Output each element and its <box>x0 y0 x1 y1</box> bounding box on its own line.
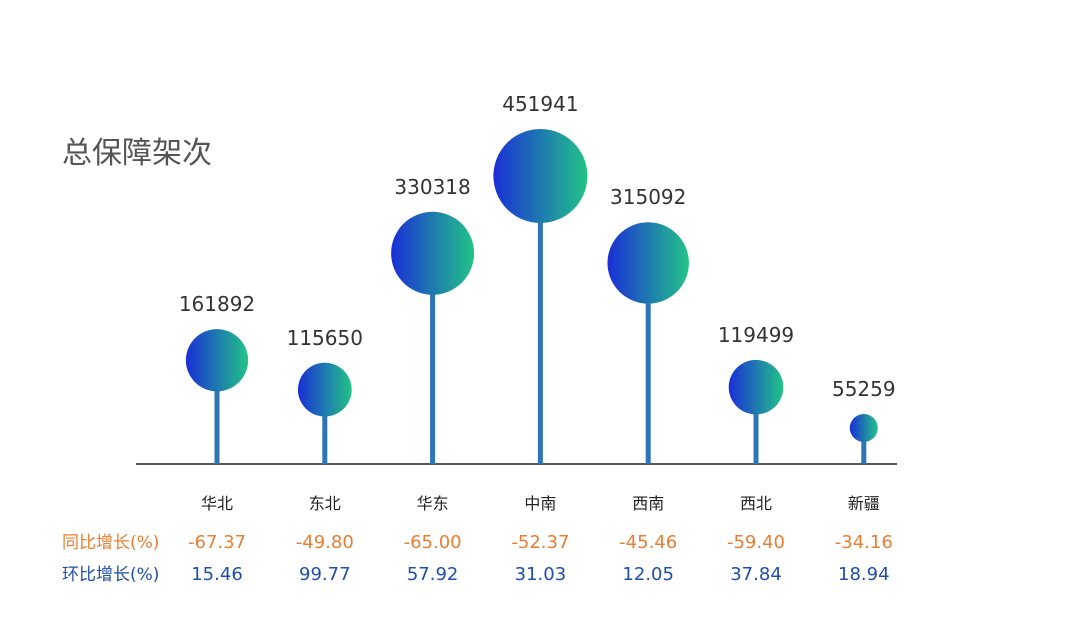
row-1-value-3: 31.03 <box>515 564 567 585</box>
category-label-0: 华北 <box>201 494 233 513</box>
category-label-5: 西北 <box>740 494 772 513</box>
row-1-value-1: 99.77 <box>299 564 351 585</box>
row-1-value-2: 57.92 <box>407 564 459 585</box>
category-label-3: 中南 <box>524 494 556 513</box>
value-label-3: 451941 <box>502 92 578 116</box>
row-0-value-2: -65.00 <box>404 532 462 553</box>
row-label-1: 环比增长(%) <box>62 565 159 585</box>
row-0-value-6: -34.16 <box>835 532 893 553</box>
category-label-4: 西南 <box>632 494 664 513</box>
category-label-2: 华东 <box>417 494 449 513</box>
row-0-value-0: -67.37 <box>188 532 246 553</box>
row-1-value-5: 37.84 <box>730 564 782 585</box>
value-label-0: 161892 <box>179 292 255 316</box>
row-0-value-3: -52.37 <box>511 532 569 553</box>
row-0-value-4: -45.46 <box>619 532 677 553</box>
category-label-1: 东北 <box>309 494 341 513</box>
row-label-0: 同比增长(%) <box>62 533 159 553</box>
bubble-1 <box>297 362 352 417</box>
value-label-4: 315092 <box>610 185 686 209</box>
bubble-5 <box>728 359 784 415</box>
row-1-value-6: 18.94 <box>838 564 890 585</box>
row-1-value-4: 12.05 <box>622 564 674 585</box>
value-label-5: 119499 <box>718 323 794 347</box>
row-0-value-1: -49.80 <box>296 532 354 553</box>
bubble-0 <box>185 329 249 392</box>
bubble-4 <box>607 222 689 304</box>
bubble-2 <box>391 211 475 295</box>
bubble-3 <box>493 129 588 223</box>
category-label-6: 新疆 <box>848 494 880 513</box>
chart-title: 总保障架次 <box>62 136 212 171</box>
value-label-2: 330318 <box>394 175 470 199</box>
bubble-6 <box>849 414 878 442</box>
row-1-value-0: 15.46 <box>191 564 243 585</box>
value-label-1: 115650 <box>287 326 363 350</box>
row-0-value-5: -59.40 <box>727 532 785 553</box>
value-label-6: 55259 <box>832 377 896 401</box>
